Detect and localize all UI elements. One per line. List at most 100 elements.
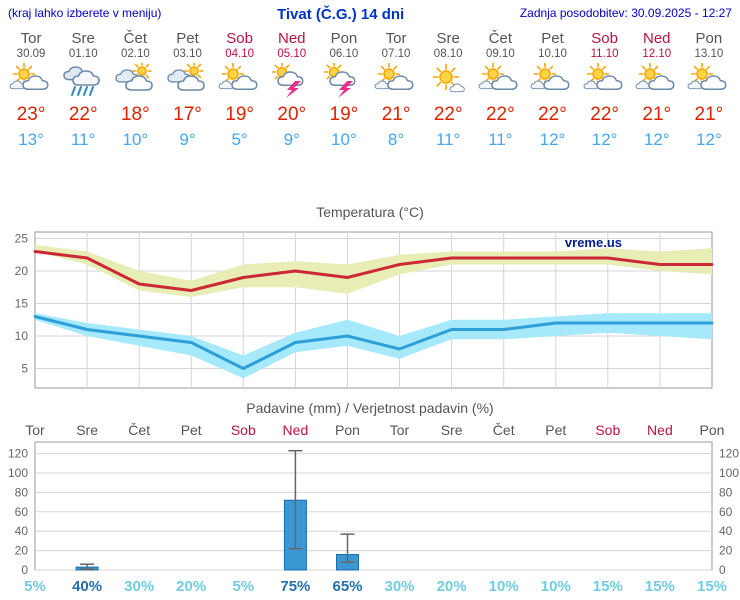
svg-text:15%: 15%: [645, 578, 675, 595]
day-name: Pon: [330, 30, 358, 47]
menu-hint[interactable]: (kraj lahko izberete v meniju): [8, 6, 162, 20]
day-column-pon-06.10[interactable]: Pon 06.10 19° 10°: [318, 26, 370, 168]
day-name: Sob: [226, 30, 253, 47]
day-name: Pet: [541, 30, 564, 47]
day-date: 12.10: [642, 48, 672, 60]
day-date: 05.10: [277, 48, 307, 60]
day-max-temp: 22°: [538, 104, 567, 125]
day-column-pet-10.10[interactable]: Pet 10.10 22° 12°: [526, 26, 578, 168]
svg-text:Tor: Tor: [25, 422, 45, 438]
day-max-temp: 22°: [433, 104, 463, 125]
day-name: Tor: [385, 30, 407, 47]
day-name: Ned: [642, 30, 671, 47]
day-column-sre-01.10[interactable]: Sre 01.10 22° 11°: [57, 26, 109, 168]
day-min-temp: 9°: [283, 130, 300, 149]
day-column-sob-04.10[interactable]: Sob 04.10 19° 5°: [214, 26, 266, 168]
svg-text:40: 40: [719, 524, 733, 538]
day-date: 02.10: [120, 48, 150, 60]
thunder-icon: [318, 61, 370, 103]
day-name: Čet: [123, 30, 148, 47]
day-max-temp: 21°: [694, 104, 724, 125]
day-max-temp: 22°: [485, 104, 515, 125]
svg-text:Pon: Pon: [335, 422, 360, 438]
day-date: 10.10: [538, 48, 567, 60]
day-column-pet-03.10[interactable]: Pet 03.10 17° 9°: [161, 26, 213, 168]
svg-text:15%: 15%: [593, 578, 623, 595]
day-date: 03.10: [173, 48, 202, 60]
day-column-čet-02.10[interactable]: Čet 02.10 18° 10°: [109, 26, 161, 168]
day-column-čet-09.10[interactable]: Čet 09.10 22° 11°: [474, 26, 526, 168]
svg-text:Pet: Pet: [545, 422, 566, 438]
day-max-temp: 17°: [173, 104, 202, 125]
rain-icon: [57, 63, 109, 103]
sun-cloud-icon: [474, 62, 526, 103]
svg-text:20%: 20%: [176, 578, 206, 595]
day-column-ned-05.10[interactable]: Ned 05.10 20° 9°: [266, 26, 318, 168]
day-min-temp: 11°: [488, 130, 513, 149]
svg-text:Pet: Pet: [181, 422, 202, 438]
day-max-temp: 22°: [590, 104, 619, 125]
day-name: Čet: [488, 30, 512, 47]
day-max-temp: 22°: [68, 104, 98, 125]
svg-text:Tor: Tor: [390, 422, 410, 438]
day-column-tor-07.10[interactable]: Tor 07.10 21° 8°: [370, 26, 422, 168]
svg-text:25: 25: [15, 232, 29, 246]
svg-text:40%: 40%: [72, 578, 102, 595]
page-header: (kraj lahko izberete v meniju) Tivat (Č.…: [0, 0, 740, 26]
watermark: vreme.us: [565, 235, 622, 250]
svg-text:120: 120: [8, 447, 28, 461]
sun-cloud-icon: [579, 62, 631, 103]
svg-text:80: 80: [719, 485, 733, 499]
day-min-temp: 13°: [18, 130, 44, 149]
day-min-temp: 12°: [591, 130, 618, 149]
page-title: Tivat (Č.G.) 14 dni: [276, 6, 405, 23]
svg-text:Sre: Sre: [441, 422, 463, 438]
day-date: 04.10: [225, 48, 255, 60]
svg-text:0: 0: [719, 563, 726, 577]
day-min-temp: 12°: [643, 130, 670, 149]
precipitation-chart-block: Padavine (mm) / Verjetnost padavin (%) T…: [0, 400, 740, 596]
sun-cloud-icon: [683, 62, 735, 103]
svg-text:100: 100: [8, 466, 28, 480]
day-min-temp: 11°: [435, 130, 461, 149]
day-date: 09.10: [485, 48, 515, 60]
day-date: 11.10: [590, 48, 619, 60]
svg-text:20: 20: [719, 544, 733, 558]
svg-text:Pon: Pon: [700, 422, 725, 438]
svg-text:30%: 30%: [124, 578, 154, 595]
svg-text:10%: 10%: [489, 578, 519, 595]
day-column-sob-11.10[interactable]: Sob 11.10 22° 12°: [579, 26, 631, 168]
svg-text:20: 20: [15, 544, 29, 558]
day-date: 08.10: [433, 48, 463, 60]
day-name: Pet: [176, 30, 199, 47]
svg-text:20%: 20%: [437, 578, 467, 595]
day-column-tor-30.09[interactable]: Tor 30.09 23° 13°: [5, 26, 57, 168]
svg-text:120: 120: [719, 447, 739, 461]
day-min-temp: 9°: [179, 130, 196, 149]
svg-text:Ned: Ned: [283, 422, 309, 438]
sun-cloud-icon: [5, 62, 57, 103]
last-update: Zadnja posodobitev: 30.09.2025 - 12:27: [519, 6, 732, 20]
day-date: 01.10: [68, 48, 98, 60]
forecast-days-strip: Tor 30.09 23° 13° Sre 01.10 22° 11° Čet …: [0, 26, 740, 168]
svg-text:5%: 5%: [232, 578, 254, 595]
sun-cloud-icon: [631, 62, 683, 103]
day-name: Tor: [20, 30, 42, 47]
day-name: Pon: [695, 30, 723, 47]
day-min-temp: 10°: [331, 130, 357, 149]
day-min-temp: 12°: [696, 130, 722, 149]
sun-cloud-icon: [370, 62, 422, 103]
precipitation-chart-title: Padavine (mm) / Verjetnost padavin (%): [246, 400, 494, 416]
svg-text:Čet: Čet: [493, 422, 515, 438]
day-date: 06.10: [329, 48, 359, 60]
svg-text:Čet: Čet: [128, 422, 150, 438]
day-min-temp: 10°: [122, 130, 149, 149]
day-column-pon-13.10[interactable]: Pon 13.10 21° 12°: [683, 26, 735, 168]
day-column-ned-12.10[interactable]: Ned 12.10 21° 12°: [631, 26, 683, 168]
temperature-chart-block: Temperatura (°C) 5 10 15 20 25 vreme.us: [0, 204, 740, 396]
sunny-icon: [422, 63, 474, 103]
svg-text:100: 100: [719, 466, 739, 480]
svg-text:5%: 5%: [24, 578, 46, 595]
svg-text:75%: 75%: [280, 578, 310, 595]
day-column-sre-08.10[interactable]: Sre 08.10 22° 11°: [422, 26, 474, 168]
